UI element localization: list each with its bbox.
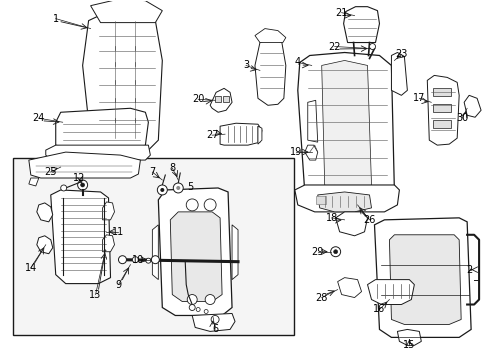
Polygon shape bbox=[56, 108, 148, 150]
Polygon shape bbox=[152, 225, 158, 280]
Text: 16: 16 bbox=[373, 305, 385, 315]
Polygon shape bbox=[192, 314, 235, 332]
Circle shape bbox=[330, 247, 340, 257]
Text: 13: 13 bbox=[89, 289, 102, 300]
Polygon shape bbox=[388, 235, 460, 324]
Circle shape bbox=[118, 256, 126, 264]
Text: 6: 6 bbox=[212, 324, 218, 334]
Polygon shape bbox=[170, 212, 222, 302]
Circle shape bbox=[189, 305, 195, 310]
Polygon shape bbox=[51, 190, 110, 284]
Text: 24: 24 bbox=[33, 113, 45, 123]
Bar bbox=[432, 104, 450, 112]
Circle shape bbox=[81, 183, 84, 187]
Polygon shape bbox=[321, 60, 371, 190]
Text: 20: 20 bbox=[192, 94, 204, 104]
Circle shape bbox=[151, 256, 159, 264]
Bar bbox=[315, 196, 325, 204]
Circle shape bbox=[176, 186, 180, 190]
Text: 28: 28 bbox=[315, 293, 327, 302]
Circle shape bbox=[187, 294, 197, 305]
Text: 21: 21 bbox=[335, 8, 347, 18]
Circle shape bbox=[173, 183, 183, 193]
Polygon shape bbox=[397, 329, 421, 345]
Text: 30: 30 bbox=[455, 113, 468, 123]
Polygon shape bbox=[390, 53, 407, 95]
Polygon shape bbox=[463, 95, 480, 117]
Text: 25: 25 bbox=[44, 167, 57, 177]
Text: 7: 7 bbox=[149, 167, 155, 177]
Text: 2: 2 bbox=[465, 265, 471, 275]
Polygon shape bbox=[254, 28, 285, 42]
Polygon shape bbox=[343, 7, 379, 42]
Polygon shape bbox=[223, 96, 228, 102]
Polygon shape bbox=[367, 280, 413, 305]
Text: 3: 3 bbox=[243, 60, 248, 71]
Circle shape bbox=[333, 250, 337, 254]
Circle shape bbox=[61, 185, 66, 191]
Polygon shape bbox=[82, 13, 162, 152]
Polygon shape bbox=[90, 0, 162, 23]
Polygon shape bbox=[220, 123, 262, 145]
Bar bbox=[13, 158, 293, 336]
Bar bbox=[432, 88, 450, 96]
Polygon shape bbox=[427, 75, 458, 145]
Circle shape bbox=[145, 258, 151, 263]
Polygon shape bbox=[37, 203, 53, 222]
Circle shape bbox=[196, 307, 200, 311]
Polygon shape bbox=[254, 39, 285, 105]
Text: 4: 4 bbox=[294, 58, 300, 67]
Circle shape bbox=[160, 188, 164, 192]
Polygon shape bbox=[232, 225, 238, 280]
Text: 8: 8 bbox=[169, 163, 175, 173]
Polygon shape bbox=[335, 212, 367, 236]
Polygon shape bbox=[294, 185, 399, 212]
Circle shape bbox=[211, 315, 219, 323]
Polygon shape bbox=[37, 236, 53, 254]
Text: 26: 26 bbox=[363, 215, 375, 225]
Text: 9: 9 bbox=[115, 280, 122, 289]
Text: 17: 17 bbox=[412, 93, 425, 103]
Polygon shape bbox=[337, 278, 361, 298]
Text: 12: 12 bbox=[72, 173, 84, 183]
Polygon shape bbox=[29, 178, 39, 186]
Text: 1: 1 bbox=[53, 14, 59, 24]
Polygon shape bbox=[317, 192, 371, 212]
Polygon shape bbox=[215, 96, 221, 102]
Text: 19: 19 bbox=[289, 147, 301, 157]
Text: 15: 15 bbox=[402, 340, 415, 350]
Polygon shape bbox=[210, 88, 232, 112]
Circle shape bbox=[186, 199, 198, 211]
Text: 23: 23 bbox=[394, 49, 407, 59]
Circle shape bbox=[205, 294, 215, 305]
Text: 22: 22 bbox=[328, 41, 340, 51]
Text: 27: 27 bbox=[205, 130, 218, 140]
Polygon shape bbox=[29, 152, 140, 178]
Polygon shape bbox=[102, 202, 114, 220]
Polygon shape bbox=[374, 218, 470, 337]
Polygon shape bbox=[102, 235, 114, 252]
Polygon shape bbox=[307, 100, 317, 142]
Text: 14: 14 bbox=[25, 263, 37, 273]
Text: 18: 18 bbox=[325, 213, 337, 223]
Circle shape bbox=[203, 310, 208, 314]
Polygon shape bbox=[258, 126, 262, 144]
Text: 11: 11 bbox=[112, 227, 124, 237]
Circle shape bbox=[132, 257, 138, 263]
Polygon shape bbox=[304, 145, 317, 160]
Polygon shape bbox=[297, 53, 394, 200]
Text: 5: 5 bbox=[187, 182, 193, 192]
Circle shape bbox=[203, 199, 216, 211]
Circle shape bbox=[78, 180, 87, 190]
Polygon shape bbox=[46, 145, 150, 160]
Circle shape bbox=[157, 185, 167, 195]
Text: 29: 29 bbox=[311, 247, 323, 257]
Circle shape bbox=[369, 44, 375, 50]
Polygon shape bbox=[158, 188, 232, 315]
Bar bbox=[432, 120, 450, 128]
Text: 10: 10 bbox=[132, 255, 144, 265]
